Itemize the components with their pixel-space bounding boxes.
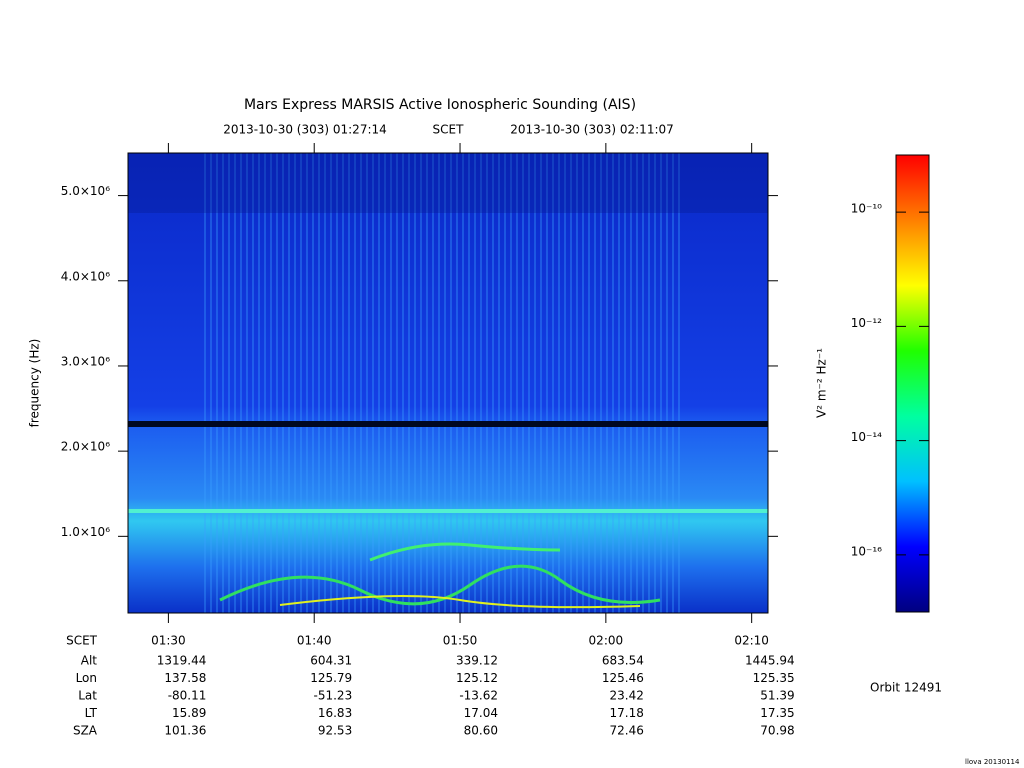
subtitle: 2013-10-30 (303) 01:27:14 bbox=[223, 123, 387, 137]
orbit-label: Orbit 12491 bbox=[870, 681, 942, 695]
ephemeris-value: 15.89 bbox=[172, 706, 206, 720]
colorbar-label: V² m⁻² Hz⁻¹ bbox=[815, 348, 829, 418]
y-tick-label: 5.0×10⁶ bbox=[61, 184, 110, 198]
colorbar-tick-label: 10⁻¹⁰ bbox=[851, 202, 882, 216]
ephemeris-value: 137.58 bbox=[164, 671, 206, 685]
ephemeris-value: 17.18 bbox=[609, 706, 643, 720]
ephemeris-value: 70.98 bbox=[760, 724, 794, 738]
ephemeris-value: 1319.44 bbox=[157, 654, 207, 668]
ephemeris-row-label: Lat bbox=[78, 689, 97, 703]
y-tick-label: 2.0×10⁶ bbox=[61, 440, 110, 454]
ephemeris-row-label: SZA bbox=[73, 724, 98, 738]
y-tick-label: 3.0×10⁶ bbox=[61, 354, 110, 368]
ephemeris-header: SCET bbox=[66, 634, 98, 648]
ephemeris-row-label: Lon bbox=[76, 671, 97, 685]
chart-title: Mars Express MARSIS Active Ionospheric S… bbox=[244, 97, 636, 113]
colorbar bbox=[895, 154, 930, 613]
x-tick-label: 01:40 bbox=[297, 634, 332, 648]
subtitle: SCET bbox=[433, 123, 465, 137]
ephemeris-value: 125.79 bbox=[310, 671, 352, 685]
footer: llova 20130114 bbox=[965, 758, 1020, 766]
ephemeris-value: 80.60 bbox=[464, 724, 498, 738]
y-axis-label: frequency (Hz) bbox=[28, 339, 42, 428]
spectrogram-image bbox=[128, 153, 768, 613]
x-tick-label: 01:30 bbox=[151, 634, 186, 648]
ephemeris-value: -51.23 bbox=[314, 689, 353, 703]
ephemeris-value: 125.35 bbox=[753, 671, 795, 685]
ephemeris-value: 72.46 bbox=[609, 724, 643, 738]
ephemeris-value: 51.39 bbox=[760, 689, 794, 703]
ephemeris-row-label: LT bbox=[85, 706, 98, 720]
ephemeris-value: 101.36 bbox=[164, 724, 206, 738]
ephemeris-value: 17.04 bbox=[464, 706, 498, 720]
y-tick-label: 1.0×10⁶ bbox=[61, 525, 110, 539]
ephemeris-value: 339.12 bbox=[456, 654, 498, 668]
colorbar-tick-label: 10⁻¹² bbox=[851, 316, 882, 330]
ephemeris-value: -13.62 bbox=[459, 689, 498, 703]
ephemeris-value: -80.11 bbox=[168, 689, 207, 703]
plot-frame bbox=[127, 152, 769, 614]
x-tick-label: 01:50 bbox=[443, 634, 478, 648]
ephemeris-value: 17.35 bbox=[760, 706, 794, 720]
ephemeris-value: 125.46 bbox=[602, 671, 644, 685]
ephemeris-value: 604.31 bbox=[310, 654, 352, 668]
ephemeris-row-label: Alt bbox=[81, 654, 98, 668]
ephemeris-value: 16.83 bbox=[318, 706, 352, 720]
ephemeris-value: 683.54 bbox=[602, 654, 644, 668]
y-tick-label: 4.0×10⁶ bbox=[61, 269, 110, 283]
subtitle: 2013-10-30 (303) 02:11:07 bbox=[510, 123, 674, 137]
ephemeris-value: 23.42 bbox=[609, 689, 643, 703]
ephemeris-value: 92.53 bbox=[318, 724, 352, 738]
x-tick-label: 02:10 bbox=[734, 634, 769, 648]
x-tick-label: 02:00 bbox=[589, 634, 624, 648]
colorbar-tick-label: 10⁻¹⁴ bbox=[851, 430, 882, 444]
ephemeris-value: 1445.94 bbox=[745, 654, 795, 668]
ephemeris-value: 125.12 bbox=[456, 671, 498, 685]
colorbar-tick-label: 10⁻¹⁶ bbox=[851, 544, 882, 558]
